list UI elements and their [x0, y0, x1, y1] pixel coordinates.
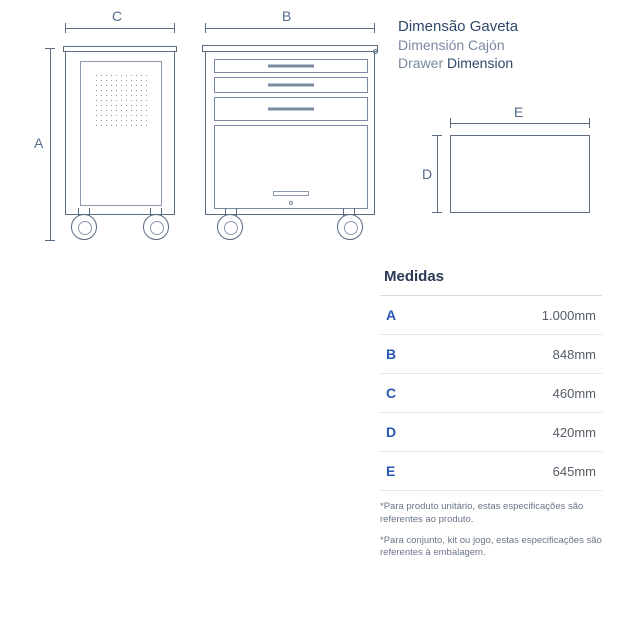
- dim-line-d: [437, 135, 438, 213]
- dim-line-b: [205, 28, 375, 29]
- table-row: C 460mm: [380, 374, 602, 413]
- dim-line-e: [450, 123, 590, 124]
- vent-pattern: [94, 73, 148, 129]
- title-es: Dimensión Cajón: [398, 37, 598, 53]
- table-row: E 645mm: [380, 452, 602, 491]
- table-row: B 848mm: [380, 335, 602, 374]
- lock-icon: [373, 49, 378, 54]
- table-row: A 1.000mm: [380, 296, 602, 335]
- side-body: [65, 50, 175, 215]
- dim-value: 460mm: [553, 386, 596, 401]
- dim-key: E: [386, 463, 395, 479]
- table-title: Medidas: [380, 260, 602, 296]
- side-view: [65, 50, 175, 240]
- dim-value: 645mm: [553, 464, 596, 479]
- dim-value: 420mm: [553, 425, 596, 440]
- table-row: D 420mm: [380, 413, 602, 452]
- dim-label-d: D: [422, 166, 432, 182]
- caster-wheel: [71, 214, 97, 240]
- title-en: Drawer Dimension: [398, 55, 598, 71]
- dim-line-a: [50, 48, 51, 241]
- caster-wheel: [143, 214, 169, 240]
- dim-label-e: E: [514, 104, 523, 120]
- front-view: [205, 50, 375, 240]
- drawer-1: [214, 59, 368, 73]
- cabinet-door: [214, 125, 368, 209]
- footnote-1: *Para produto unitário, estas especifica…: [380, 501, 602, 527]
- dim-label-b: B: [282, 8, 291, 24]
- dim-value: 848mm: [553, 347, 596, 362]
- dim-key: C: [386, 385, 396, 401]
- dim-label-c: C: [112, 8, 122, 24]
- front-body: [205, 50, 375, 215]
- dim-value: 1.000mm: [542, 308, 596, 323]
- caster-wheel: [337, 214, 363, 240]
- drawer-rect: [450, 135, 590, 213]
- technical-diagram: C A B: [30, 10, 390, 290]
- drawer-2: [214, 77, 368, 93]
- title-pt: Dimensão Gaveta: [398, 18, 598, 35]
- dimension-header: Dimensão Gaveta Dimensión Cajón Drawer D…: [398, 18, 598, 71]
- footnote-2: *Para conjunto, kit ou jogo, estas espec…: [380, 535, 602, 561]
- drawer-dimension-diagram: E D: [420, 110, 600, 230]
- caster-wheel: [217, 214, 243, 240]
- dim-key: B: [386, 346, 396, 362]
- dim-label-a: A: [34, 135, 43, 151]
- drawer-3: [214, 97, 368, 121]
- dim-key: A: [386, 307, 396, 323]
- dim-key: D: [386, 424, 396, 440]
- measurements-table: Medidas A 1.000mm B 848mm C 460mm D 420m…: [380, 260, 602, 560]
- dim-line-c: [65, 28, 175, 29]
